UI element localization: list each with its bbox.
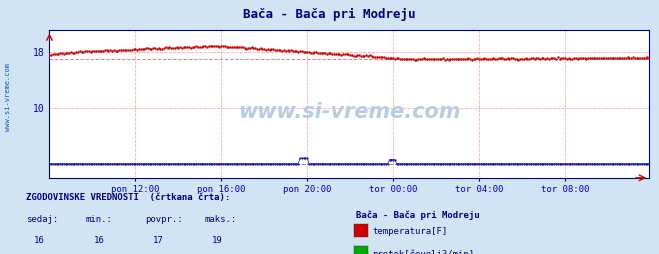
Text: www.si-vreme.com: www.si-vreme.com xyxy=(238,102,461,121)
Text: maks.:: maks.: xyxy=(204,215,237,224)
Text: min.:: min.: xyxy=(86,215,113,224)
Text: povpr.:: povpr.: xyxy=(145,215,183,224)
Text: sedaj:: sedaj: xyxy=(26,215,59,224)
Text: www.si-vreme.com: www.si-vreme.com xyxy=(5,62,11,131)
Text: temperatura[F]: temperatura[F] xyxy=(372,227,447,236)
Text: Bača - Bača pri Modreju: Bača - Bača pri Modreju xyxy=(356,211,480,220)
Text: 16: 16 xyxy=(34,236,45,245)
Text: 16: 16 xyxy=(94,236,104,245)
Text: 17: 17 xyxy=(153,236,163,245)
Text: Bača - Bača pri Modreju: Bača - Bača pri Modreju xyxy=(243,8,416,21)
Text: pretok[čevelj3/min]: pretok[čevelj3/min] xyxy=(372,249,474,254)
Text: ZGODOVINSKE VREDNOSTI  (črtkana črta):: ZGODOVINSKE VREDNOSTI (črtkana črta): xyxy=(26,193,231,202)
Text: 19: 19 xyxy=(212,236,223,245)
